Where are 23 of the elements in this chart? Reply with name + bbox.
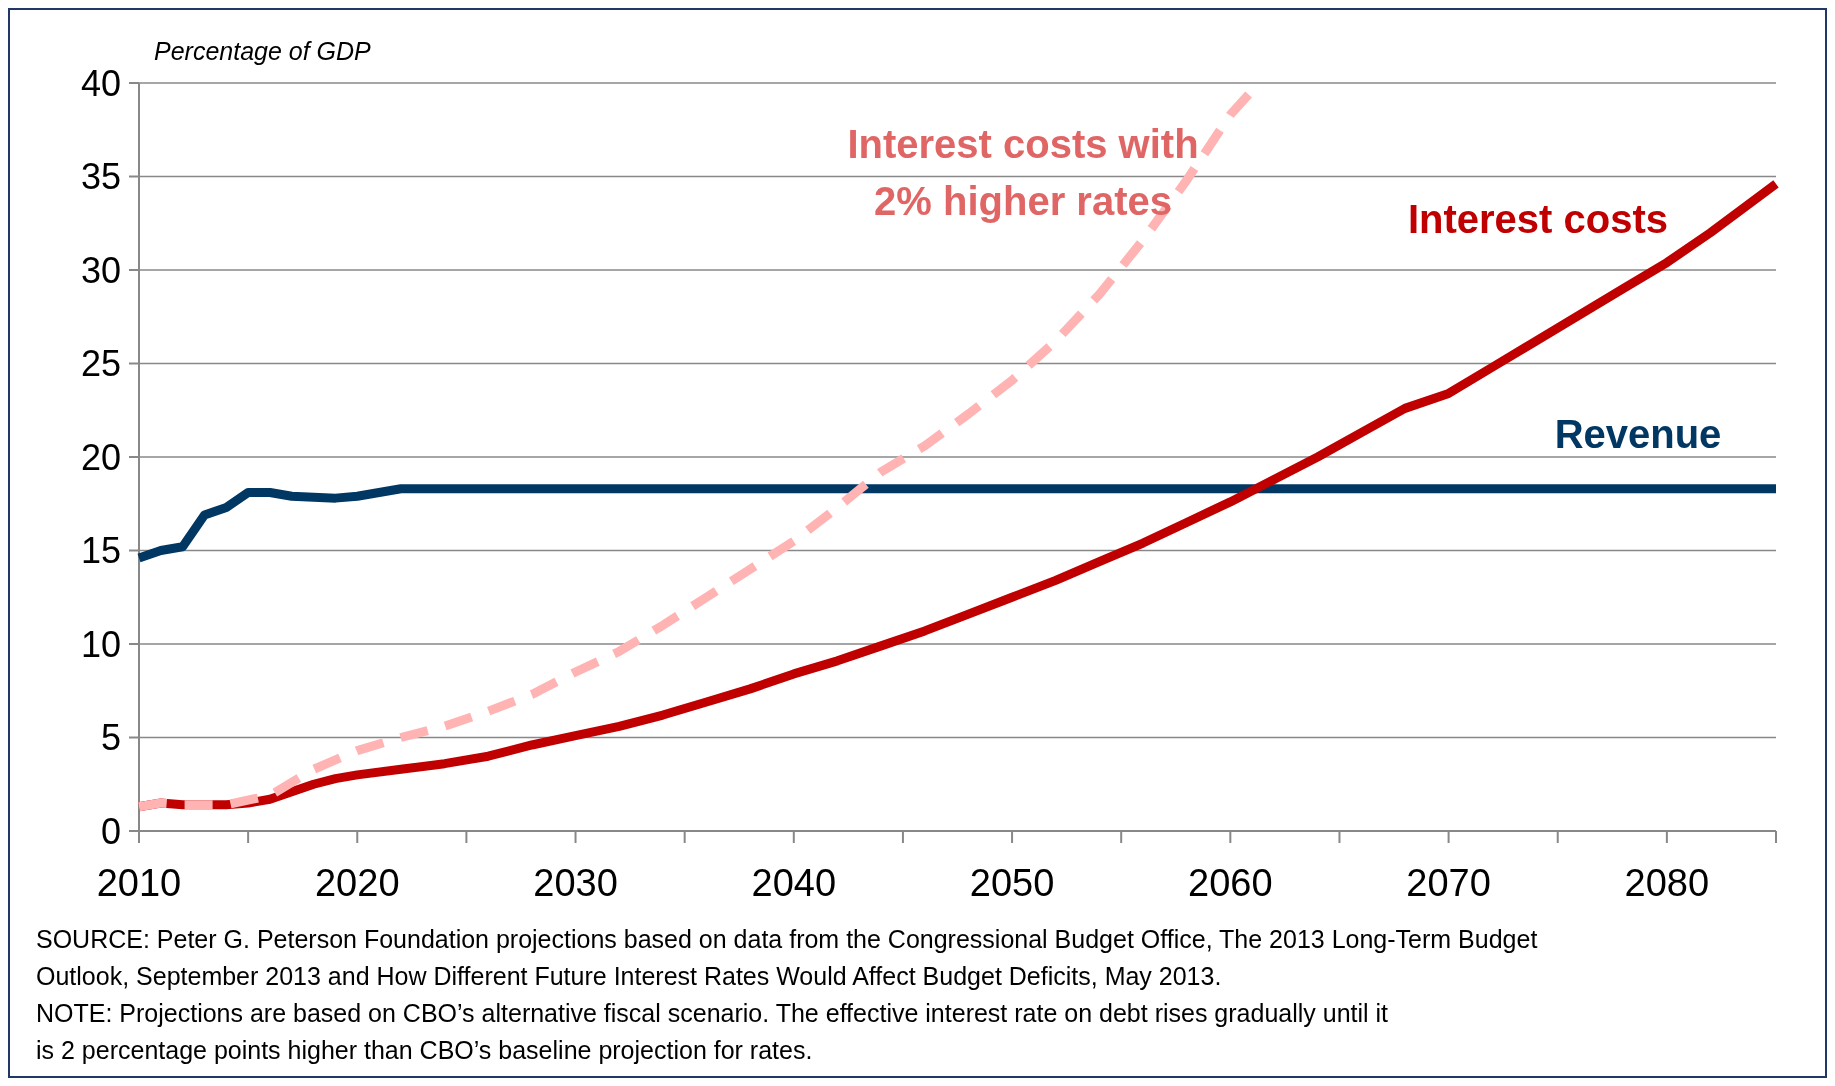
x-tick-label: 2070 (1406, 862, 1491, 904)
x-tick-label: 2010 (96, 862, 182, 904)
x-tick-label: 2020 (314, 862, 400, 904)
y-tick-label: 30 (80, 249, 121, 291)
x-tick-label: 2080 (1624, 862, 1710, 904)
series-label: Revenue (1554, 412, 1722, 456)
x-tick-label: 2030 (533, 862, 618, 904)
x-tick-label: 2040 (751, 862, 837, 904)
text: NOTE: Projections are based on CBO’s alternative fiscal scenario. The effective interest rate on debt rises gradually until it is 2 percentage points higher than CBO’s baseline projection for rates. (36, 999, 1389, 1064)
y-tick-label: 5 (100, 717, 121, 759)
y-tick-label: 25 (80, 343, 121, 385)
y-tick-label: 10 (80, 623, 121, 665)
y-axis-title: Percentage of GDP (154, 37, 372, 65)
y-tick-label: 40 (80, 62, 121, 104)
x-tick-label: 2050 (969, 862, 1055, 904)
y-tick-label: 0 (100, 810, 121, 852)
x-tick-label: 2060 (1188, 862, 1273, 904)
series-label: Interest costs (1407, 197, 1669, 241)
y-tick-label: 15 (80, 530, 121, 572)
y-tick-label: 20 (80, 436, 121, 478)
y-tick-label: 35 (80, 156, 121, 198)
series-label: Interest costs with 2% higher rates (847, 122, 1199, 223)
source-note: SOURCE: Peter G. Peterson Foundation projections based on data from the Congressional Budget Office, The 2013 Long-Term Budget Outlook, September 2013 and How Different Future Interest Rates Would Affect Budget Deficits, May 2013. (36, 925, 1538, 990)
